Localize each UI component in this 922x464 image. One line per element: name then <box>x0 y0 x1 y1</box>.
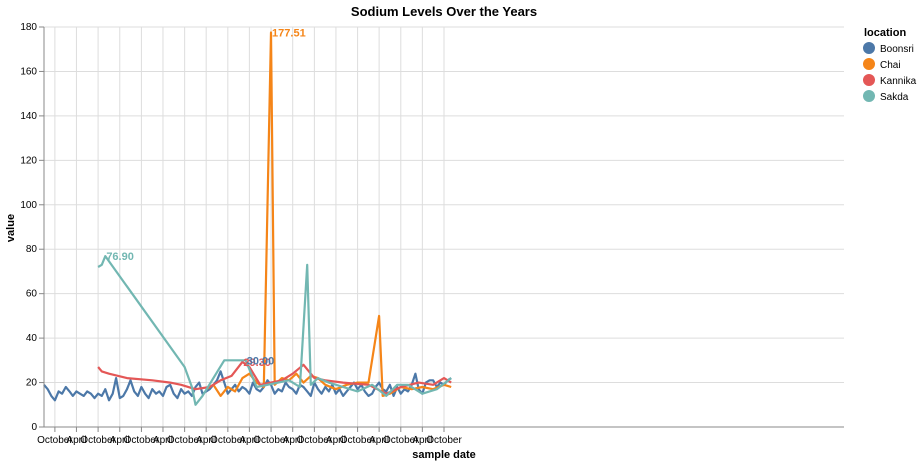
y-tick-label: 80 <box>26 244 38 255</box>
chart-title: Sodium Levels Over the Years <box>351 4 537 19</box>
series-line-chai <box>205 31 452 397</box>
legend-label-sakda: Sakda <box>880 92 909 103</box>
y-tick-label: 60 <box>26 289 38 300</box>
x-tick-label: October <box>297 435 333 446</box>
x-tick-label: October <box>37 435 73 446</box>
legend-label-kannika: Kannika <box>880 76 917 87</box>
x-tick-label: October <box>124 435 160 446</box>
y-tick-label: 0 <box>31 422 37 433</box>
annotation-label: 30.00 <box>247 355 275 367</box>
x-tick-label: October <box>80 435 116 446</box>
x-tick-label: October <box>383 435 419 446</box>
x-tick-label: April <box>239 435 259 446</box>
series-lines <box>43 31 452 406</box>
annotation-label: 177.51 <box>272 28 306 40</box>
legend-swatch-kannika <box>863 74 875 86</box>
y-tick-label: 100 <box>20 200 37 211</box>
legend-swatch-boonsri <box>863 42 875 54</box>
x-tick-label: April <box>196 435 216 446</box>
series-line-kannika <box>97 360 452 395</box>
x-tick-label: April <box>326 435 346 446</box>
x-tick-label: October <box>167 435 203 446</box>
x-tick-label: April <box>110 435 130 446</box>
annotation-label: 29.30 <box>243 357 271 369</box>
x-axis-title: sample date <box>412 449 476 461</box>
annotation-label: 76.90 <box>106 251 134 263</box>
y-tick-label: 140 <box>20 111 37 122</box>
legend-swatch-sakda <box>863 90 875 102</box>
y-tick-label: 180 <box>20 22 37 33</box>
gridlines <box>44 26 844 428</box>
x-tick-label: April <box>66 435 86 446</box>
x-tick-label: April <box>283 435 303 446</box>
x-tick-label: April <box>412 435 432 446</box>
legend: location Boonsri Chai Kannika Sakda <box>863 27 917 103</box>
legend-label-boonsri: Boonsri <box>880 44 914 55</box>
y-tick-label: 20 <box>26 378 38 389</box>
legend-label-chai: Chai <box>880 60 901 71</box>
legend-title: location <box>864 27 906 39</box>
y-tick-label: 40 <box>26 333 38 344</box>
x-tick-label: October <box>340 435 376 446</box>
x-tick-label: April <box>369 435 389 446</box>
x-tick-label: October <box>253 435 289 446</box>
y-axis-title: value <box>5 214 17 242</box>
y-tick-label: 120 <box>20 155 37 166</box>
axes: 020406080100120140160180OctoberAprilOcto… <box>20 22 844 446</box>
x-tick-label: April <box>153 435 173 446</box>
series-line-sakda <box>97 255 452 406</box>
legend-swatch-chai <box>863 58 875 70</box>
x-tick-label: October <box>426 435 462 446</box>
y-tick-label: 160 <box>20 66 37 77</box>
x-tick-label: October <box>210 435 246 446</box>
